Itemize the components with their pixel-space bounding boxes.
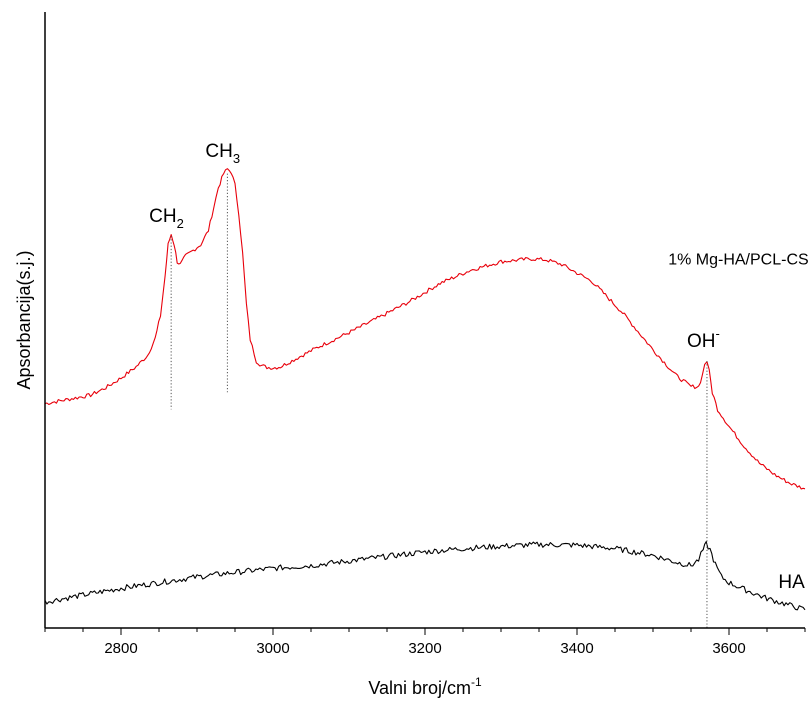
x-tick-label: 3600 (712, 640, 745, 657)
peak-label-ch3: CH3 (205, 141, 240, 166)
series-label-mg-ha-pcl-cs: 1% Mg-HA/PCL-CS (668, 251, 808, 268)
x-axis-title: Valni broj/cm-1 (368, 675, 482, 698)
peak-label-oh: OH- (687, 326, 720, 352)
guide-lines (170, 173, 708, 628)
x-tick-label: 3400 (560, 640, 593, 657)
x-tick-label: 2800 (104, 640, 137, 657)
chart-labels: Valni broj/cm-1 Apsorbancija(s.j.) CH2 CH3 O… (14, 141, 809, 698)
series-label-ha: HA (778, 572, 805, 593)
series-line-mg-ha-pcl-cs (44, 168, 806, 490)
x-tick-label: 3000 (256, 640, 289, 657)
y-axis-title: Apsorbancija(s.j.) (14, 250, 34, 389)
series-line-ha (44, 541, 806, 611)
x-tick-label: 3200 (408, 640, 441, 657)
plot-lines (44, 168, 806, 611)
x-ticks: 2800 3000 3200 3400 3600 (44, 628, 806, 657)
peak-label-ch2: CH2 (149, 206, 184, 231)
